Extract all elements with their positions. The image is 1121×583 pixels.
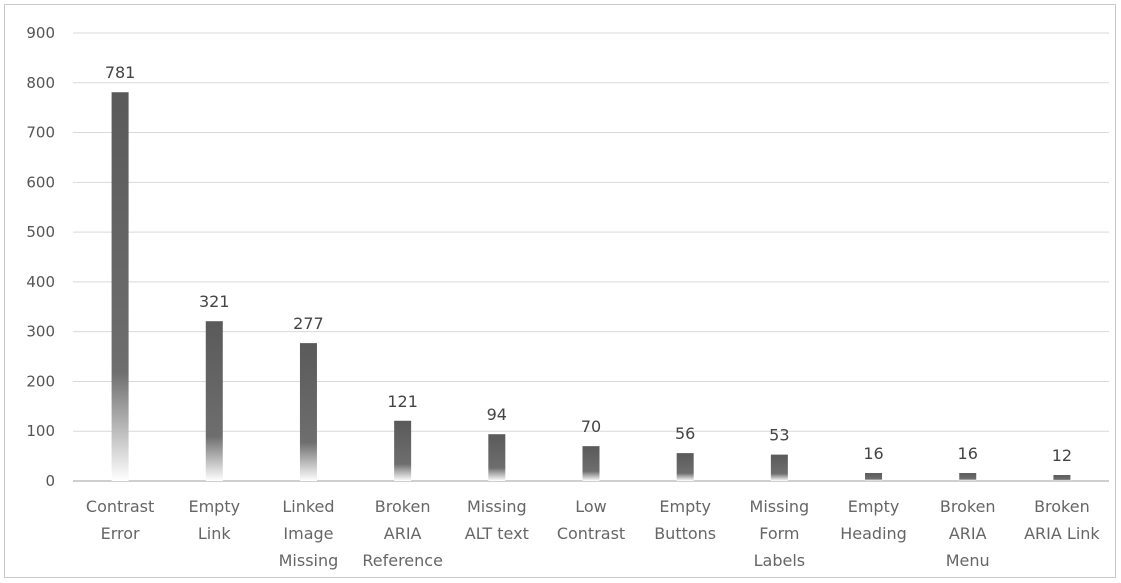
data-label: 94 bbox=[487, 405, 507, 424]
category-label-line: Missing bbox=[750, 497, 810, 516]
bar bbox=[299, 343, 317, 481]
y-tick-label: 300 bbox=[26, 323, 55, 341]
category-label-line: Error bbox=[101, 524, 140, 543]
data-label: 70 bbox=[581, 417, 601, 436]
bars bbox=[111, 92, 1071, 481]
bar bbox=[676, 453, 694, 481]
bar-chart: 0 100 200 300 400 500 600 700 800 900 781 321 277 12… bbox=[26, 24, 1109, 570]
data-label: 321 bbox=[199, 292, 230, 311]
y-tick-label: 600 bbox=[26, 173, 55, 191]
category-label-line: Broken bbox=[1034, 497, 1090, 516]
category-label-line: Broken bbox=[375, 497, 431, 516]
category-label-line: ARIA bbox=[949, 524, 987, 543]
y-axis: 0 100 200 300 400 500 600 700 800 900 bbox=[26, 24, 55, 490]
bar bbox=[1053, 475, 1071, 481]
gridlines bbox=[73, 32, 1109, 482]
category-label-line: Linked bbox=[282, 497, 334, 516]
data-label: 16 bbox=[958, 444, 978, 463]
y-tick-label: 500 bbox=[26, 223, 55, 241]
y-tick-label: 800 bbox=[26, 74, 55, 92]
y-tick-label: 700 bbox=[26, 124, 55, 142]
data-label: 12 bbox=[1052, 446, 1072, 465]
category-label-line: Empty bbox=[188, 497, 240, 516]
category-label-line: Contrast bbox=[86, 497, 154, 516]
bar bbox=[111, 92, 129, 481]
bar bbox=[770, 454, 788, 481]
bar bbox=[394, 420, 412, 481]
category-label-line: ARIA bbox=[384, 524, 422, 543]
category-label: Contrast Error bbox=[86, 497, 154, 543]
data-label: 121 bbox=[387, 392, 418, 411]
category-label-line: Buttons bbox=[654, 524, 716, 543]
category-label-line: Empty bbox=[659, 497, 711, 516]
y-tick-label: 100 bbox=[26, 422, 55, 440]
chart-frame: 0 100 200 300 400 500 600 700 800 900 781 321 277 12… bbox=[4, 4, 1116, 578]
category-label-line: ALT text bbox=[465, 524, 529, 543]
category-label: Broken ARIA Reference bbox=[362, 497, 443, 570]
x-axis: Contrast Error Empty Link Linked Image Missing… bbox=[86, 497, 1101, 570]
data-label: 781 bbox=[105, 63, 136, 82]
category-label-line: Missing bbox=[467, 497, 527, 516]
category-label-line: Contrast bbox=[557, 524, 625, 543]
category-label-line: Labels bbox=[754, 551, 806, 570]
data-label: 56 bbox=[675, 424, 695, 443]
bar bbox=[488, 434, 506, 481]
bar bbox=[582, 446, 600, 481]
category-label: Broken ARIA Menu bbox=[940, 497, 996, 570]
category-label-line: Empty bbox=[848, 497, 900, 516]
data-label: 277 bbox=[293, 314, 324, 333]
bar bbox=[959, 473, 977, 481]
category-label-line: Low bbox=[575, 497, 607, 516]
bar bbox=[865, 473, 883, 481]
category-label-line: Menu bbox=[946, 551, 990, 570]
bar bbox=[205, 321, 223, 481]
category-label-line: Missing bbox=[279, 551, 339, 570]
category-label: Empty Buttons bbox=[654, 497, 716, 543]
y-tick-label: 200 bbox=[26, 372, 55, 390]
category-label: Empty Link bbox=[188, 497, 240, 543]
category-label-line: Image bbox=[283, 524, 333, 543]
y-tick-label: 400 bbox=[26, 273, 55, 291]
category-label-line: Broken bbox=[940, 497, 996, 516]
category-label: Linked Image Missing bbox=[279, 497, 339, 570]
category-label-line: Heading bbox=[840, 524, 907, 543]
category-label-line: ARIA Link bbox=[1024, 524, 1100, 543]
category-label-line: Reference bbox=[362, 551, 443, 570]
category-label: Missing Form Labels bbox=[750, 497, 810, 570]
y-tick-label: 900 bbox=[26, 24, 55, 42]
data-labels: 781 321 277 121 94 70 56 53 16 16 12 bbox=[105, 63, 1072, 465]
y-tick-label: 0 bbox=[45, 472, 55, 490]
category-label: Missing ALT text bbox=[465, 497, 529, 543]
category-label-line: Form bbox=[759, 524, 799, 543]
category-label: Empty Heading bbox=[840, 497, 907, 543]
category-label: Low Contrast bbox=[557, 497, 625, 543]
category-label: Broken ARIA Link bbox=[1024, 497, 1100, 543]
data-label: 16 bbox=[863, 444, 883, 463]
data-label: 53 bbox=[769, 426, 789, 445]
category-label-line: Link bbox=[198, 524, 232, 543]
